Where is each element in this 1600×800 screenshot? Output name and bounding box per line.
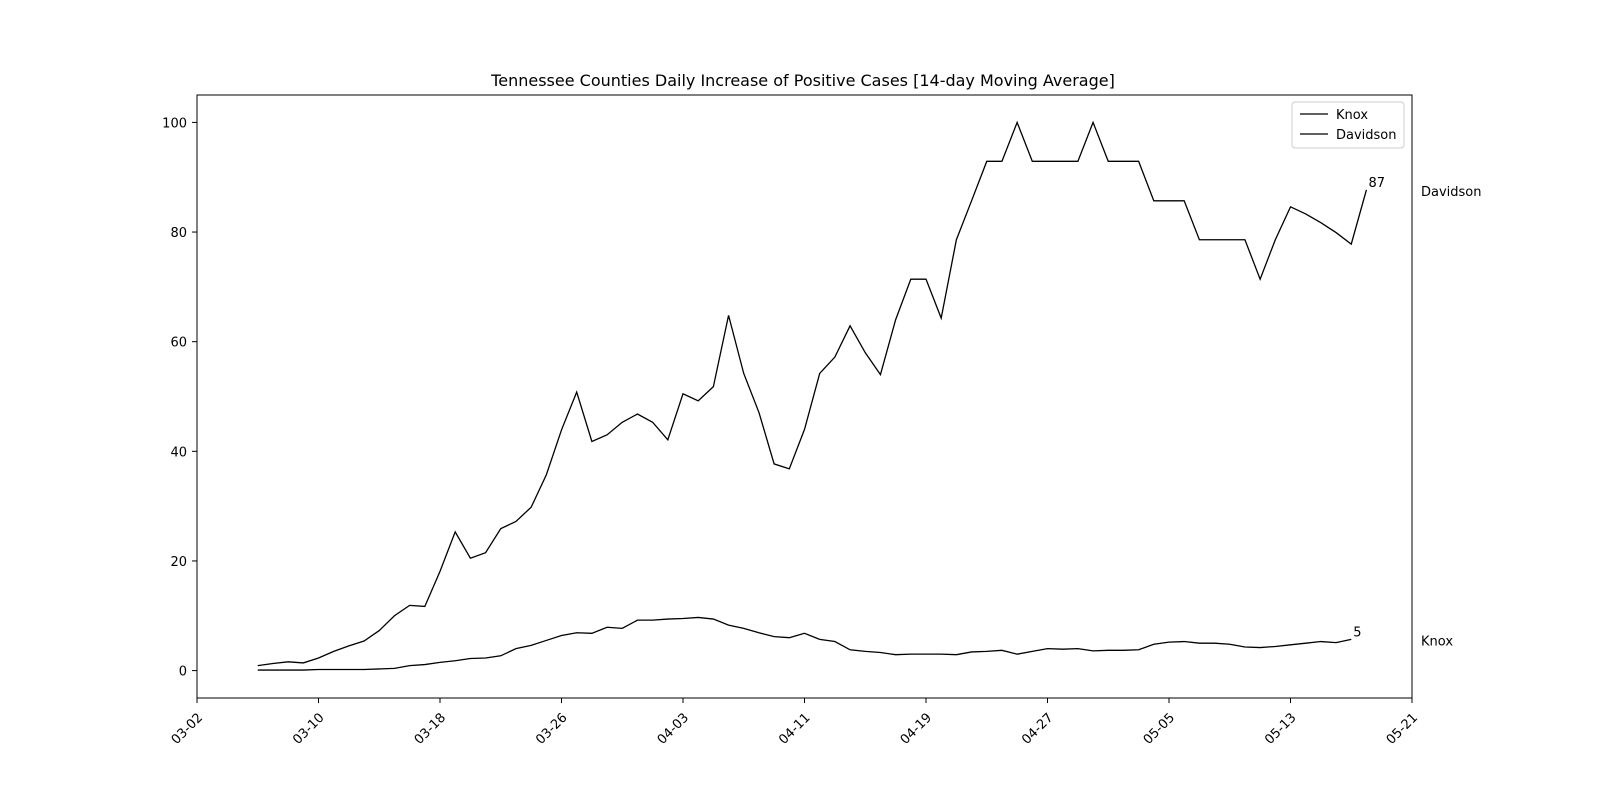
right-label-davidson: Davidson — [1421, 185, 1482, 200]
x-tick-label: 05-05 — [1141, 710, 1178, 747]
series-labels: 5 Knox 87 Davidson — [1353, 176, 1481, 650]
x-tick-label: 03-18 — [412, 710, 449, 747]
x-tick-label: 03-10 — [290, 710, 327, 747]
y-tick-label: 0 — [179, 665, 187, 680]
y-tick-label: 40 — [170, 445, 187, 460]
chart-title: Tennessee Counties Daily Increase of Pos… — [490, 71, 1115, 90]
x-axis: 03-02 03-10 03-18 03-26 04-03 04-11 04-19 04-27… — [169, 698, 1421, 748]
x-tick-label: 05-21 — [1384, 710, 1421, 747]
y-axis: 0 20 40 60 80 100 — [162, 116, 197, 680]
y-tick-label: 60 — [170, 336, 187, 351]
plot-area — [257, 120, 1368, 671]
plot-frame — [196, 94, 1413, 699]
end-value-label-knox: 5 — [1353, 625, 1361, 640]
x-tick-label: 04-27 — [1019, 710, 1056, 747]
y-tick-label: 100 — [162, 116, 187, 131]
x-tick-label: 05-13 — [1262, 710, 1299, 747]
legend: Knox Davidson — [1291, 101, 1405, 149]
x-tick-label: 03-26 — [533, 710, 570, 747]
end-value-label-davidson: 87 — [1368, 176, 1385, 191]
y-tick-label: 20 — [170, 555, 187, 570]
right-label-knox: Knox — [1421, 634, 1453, 649]
x-tick-label: 04-19 — [898, 710, 935, 747]
x-tick-label: 04-11 — [776, 710, 813, 747]
x-tick-label: 03-02 — [169, 710, 206, 747]
series-line-knox — [257, 616, 1352, 671]
y-tick-label: 80 — [170, 226, 187, 241]
x-tick-label: 04-03 — [655, 710, 692, 747]
legend-label-knox: Knox — [1336, 108, 1368, 123]
series-line-davidson — [257, 120, 1368, 667]
legend-label-davidson: Davidson — [1336, 128, 1397, 143]
